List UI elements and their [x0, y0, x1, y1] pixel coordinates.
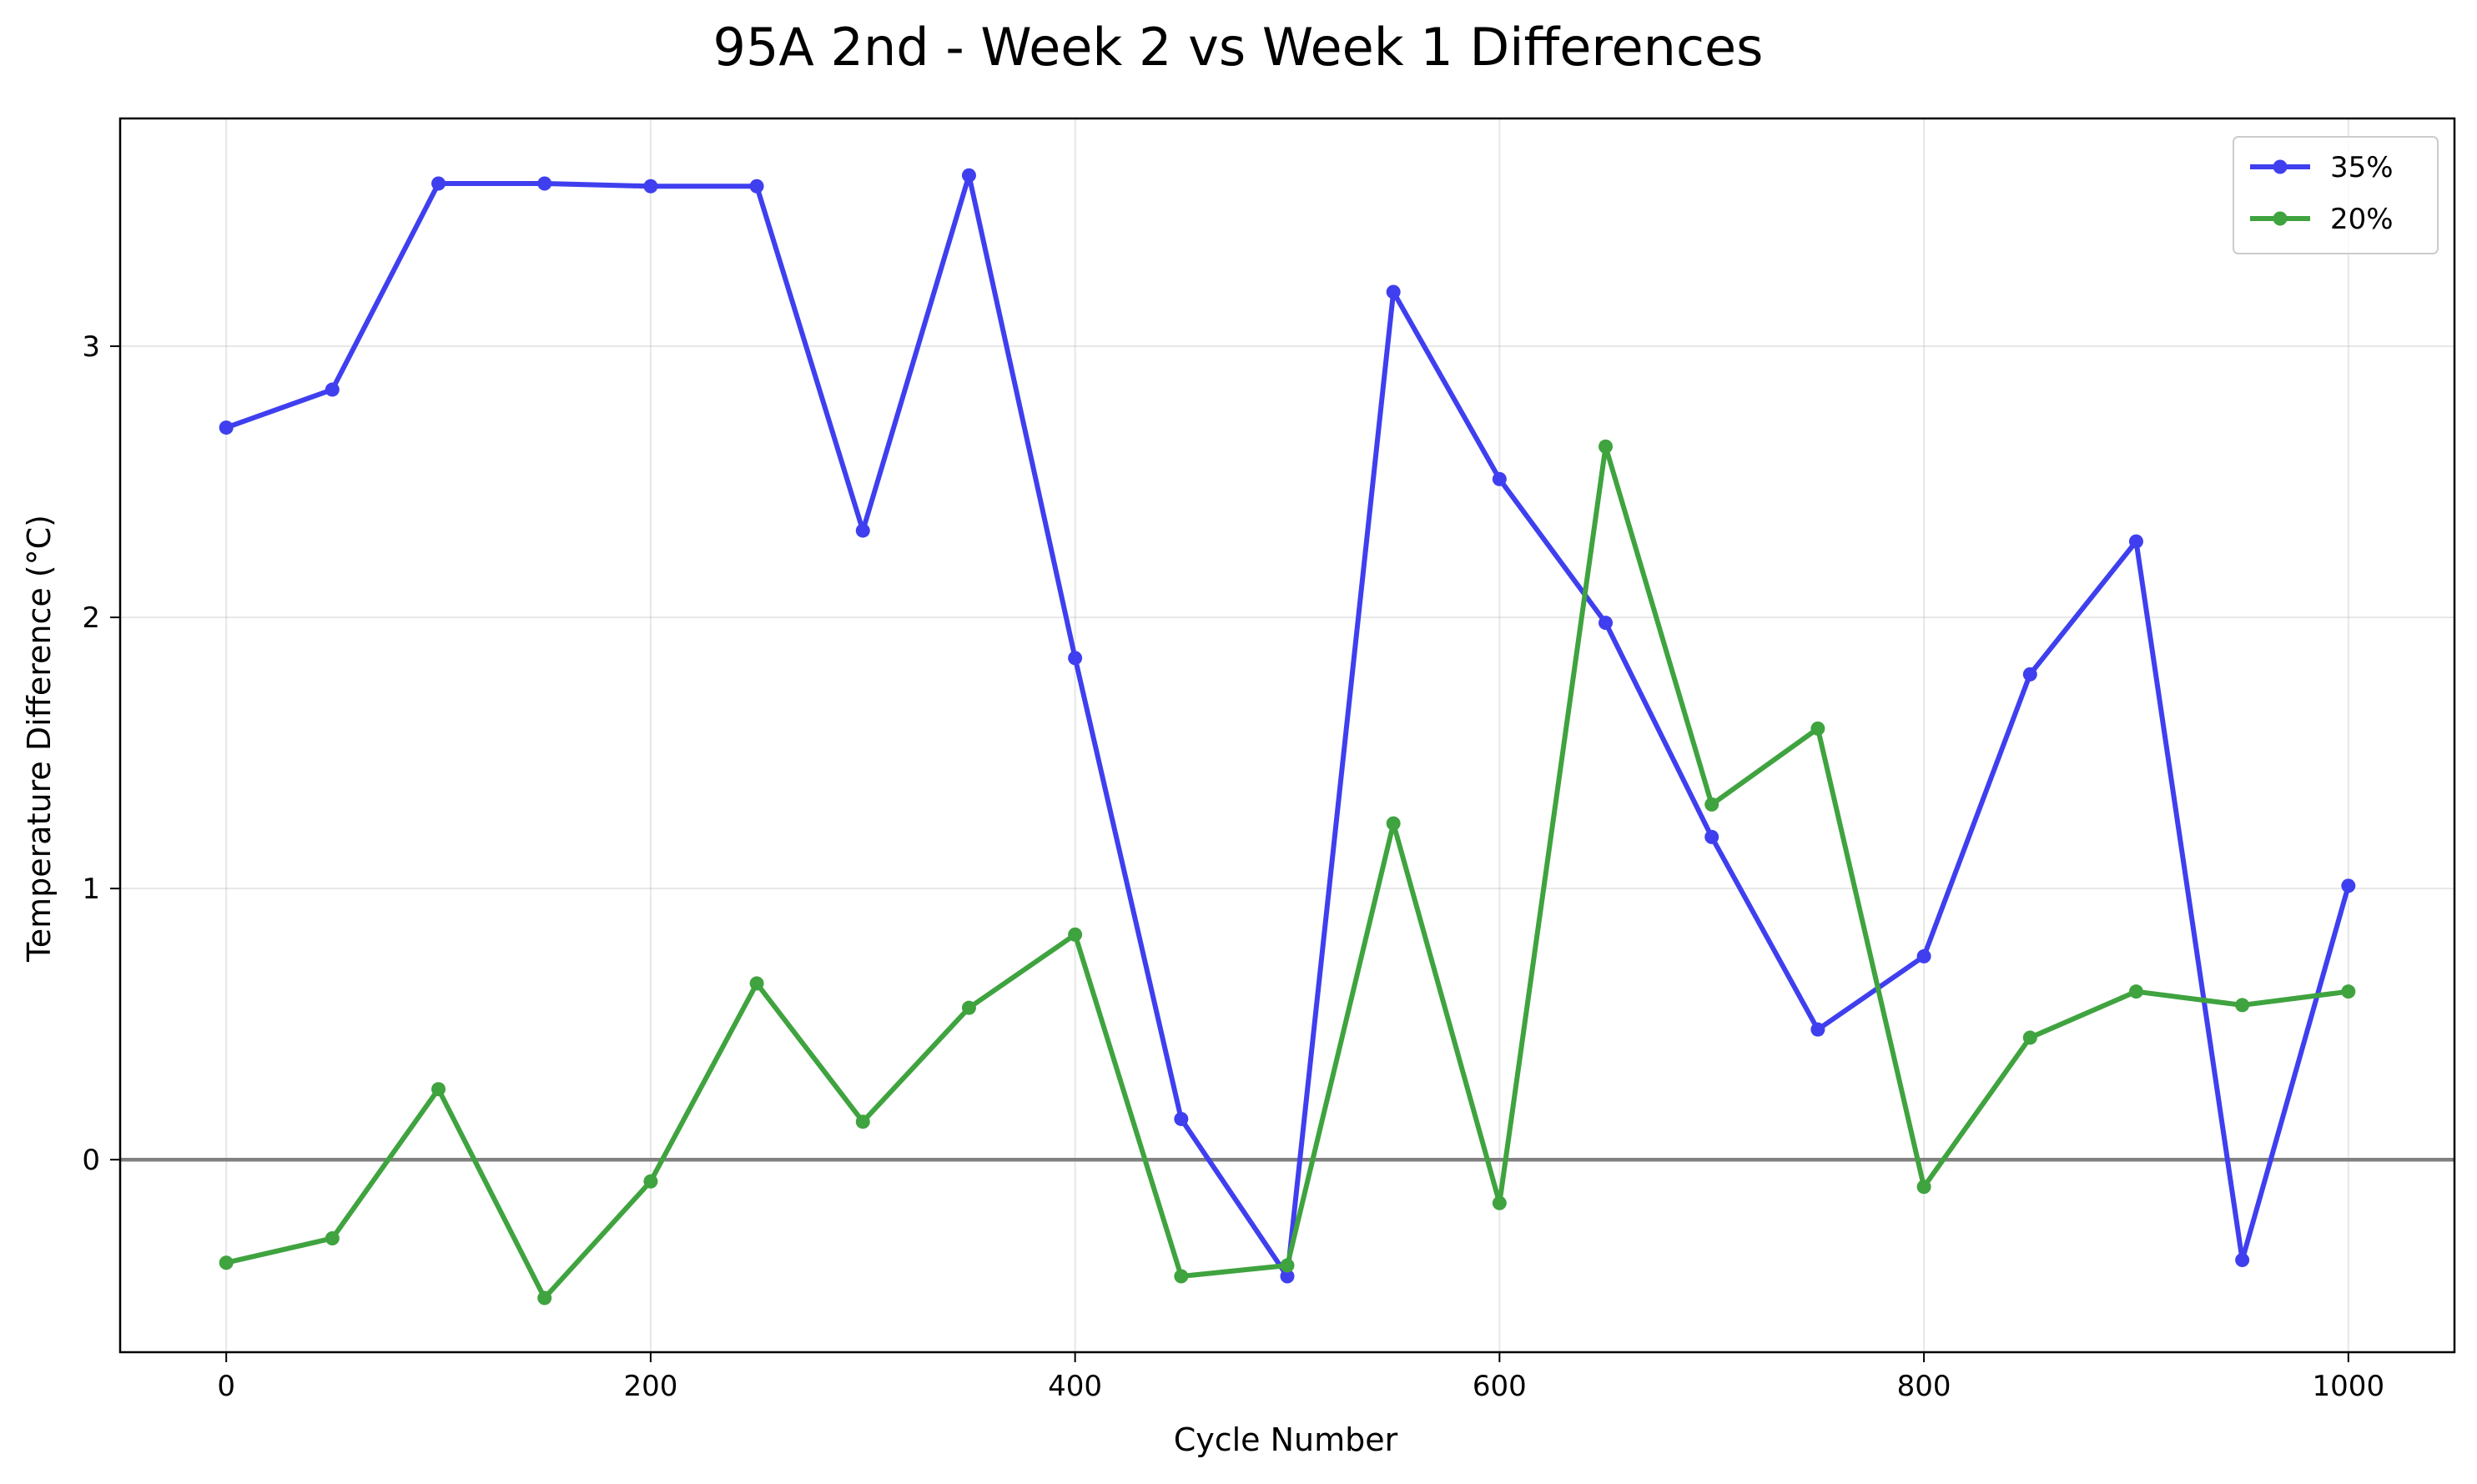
data-point	[855, 523, 870, 538]
data-point	[2128, 984, 2143, 999]
data-point	[1810, 1022, 1825, 1037]
axis-ticks: 0 200 400 600 800 1000 0 1 2 3	[82, 330, 2384, 1403]
data-point	[1068, 927, 1083, 942]
data-point	[1916, 948, 1931, 963]
data-point	[325, 382, 340, 397]
legend-label: 20%	[2330, 203, 2394, 236]
legend: 35% 20%	[2233, 136, 2439, 254]
series-0	[219, 168, 2356, 1284]
x-tick-label: 200	[623, 1370, 677, 1403]
data-point	[2235, 1252, 2250, 1267]
data-point	[1280, 1258, 1295, 1273]
data-point	[1704, 797, 1719, 812]
x-tick-label: 600	[1473, 1370, 1527, 1403]
data-point	[431, 176, 446, 191]
data-point	[961, 1000, 976, 1015]
data-point	[219, 420, 234, 435]
x-tick-label: 400	[1048, 1370, 1102, 1403]
data-point	[961, 168, 976, 183]
y-tick-label: 1	[82, 873, 100, 906]
data-point	[1174, 1111, 1189, 1126]
data-point	[1386, 816, 1401, 831]
data-point	[1280, 1269, 1295, 1284]
data-point	[1810, 721, 1825, 736]
data-point	[537, 176, 552, 191]
data-point	[643, 1174, 658, 1189]
data-point	[1492, 1195, 1507, 1210]
data-point	[431, 1082, 446, 1097]
series-layer	[219, 168, 2356, 1305]
data-point	[855, 1114, 870, 1129]
data-point	[643, 179, 658, 194]
data-point	[2341, 984, 2356, 999]
x-tick-label: 0	[217, 1370, 235, 1403]
data-point	[2235, 998, 2250, 1013]
y-tick-label: 2	[82, 601, 100, 635]
plot-frame	[118, 117, 2456, 1354]
data-point	[2128, 534, 2143, 549]
y-axis-title: Temperature Difference (°C)	[21, 515, 58, 963]
data-point	[1492, 471, 1507, 486]
x-tick-label: 1000	[2313, 1370, 2385, 1403]
data-point	[2022, 1030, 2037, 1045]
data-point	[1704, 829, 1719, 844]
data-point	[749, 179, 764, 194]
x-axis-title: Cycle Number	[1174, 1421, 1398, 1458]
legend-marker	[2273, 159, 2288, 174]
legend-marker	[2273, 211, 2288, 226]
data-point	[1598, 616, 1614, 631]
data-point	[749, 976, 764, 991]
data-point	[537, 1290, 552, 1305]
x-tick-label: 800	[1897, 1370, 1951, 1403]
data-point	[219, 1255, 234, 1270]
data-point	[325, 1230, 340, 1245]
data-point	[1598, 439, 1614, 454]
data-point	[2341, 878, 2356, 893]
y-tick-label: 3	[82, 330, 100, 364]
data-point	[2022, 667, 2037, 682]
y-tick-label: 0	[82, 1144, 100, 1177]
data-point	[1386, 284, 1401, 299]
data-point	[1916, 1180, 1931, 1195]
data-point	[1068, 651, 1083, 666]
data-point	[1174, 1269, 1189, 1284]
legend-label: 35%	[2330, 151, 2394, 184]
chart-title: 95A 2nd - Week 2 vs Week 1 Differences	[713, 17, 1764, 78]
series-1	[219, 439, 2356, 1305]
